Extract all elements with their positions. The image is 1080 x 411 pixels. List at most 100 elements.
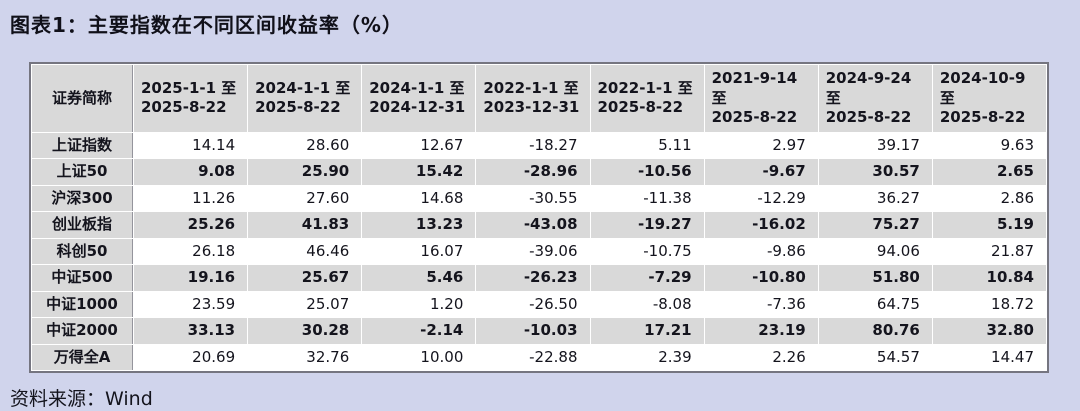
return-value: -18.27 xyxy=(476,132,590,158)
return-value: -7.29 xyxy=(590,265,704,291)
return-value: 23.19 xyxy=(704,318,818,344)
return-value: 20.69 xyxy=(134,344,248,370)
return-value: 94.06 xyxy=(818,238,932,264)
return-value: 9.63 xyxy=(932,132,1046,158)
return-value: 39.17 xyxy=(818,132,932,158)
table-row-zz1000: 中证1000 23.59 25.07 1.20 -26.50 -8.08 -7.… xyxy=(32,291,1046,317)
table-row-szzs: 上证指数 14.14 28.60 12.67 -18.27 5.11 2.97 … xyxy=(32,132,1046,158)
return-value: 5.11 xyxy=(590,132,704,158)
return-value: 14.14 xyxy=(134,132,248,158)
return-value: -7.36 xyxy=(704,291,818,317)
column-header-period-2: 2024-1-1 至 2025-8-22 xyxy=(248,65,362,132)
data-source-note: 资料来源：Wind xyxy=(10,388,153,410)
return-value: -22.88 xyxy=(476,344,590,370)
table-row-zz2000: 中证2000 33.13 30.28 -2.14 -10.03 17.21 23… xyxy=(32,318,1046,344)
return-value: -9.67 xyxy=(704,159,818,185)
return-value: -28.96 xyxy=(476,159,590,185)
return-value: -16.02 xyxy=(704,212,818,238)
return-value: 36.27 xyxy=(818,185,932,211)
return-value: 27.60 xyxy=(248,185,362,211)
return-value: 14.47 xyxy=(932,344,1046,370)
returns-table-container: 证券简称 2025-1-1 至 2025-8-22 2024-1-1 至 202… xyxy=(29,62,1049,373)
return-value: -10.80 xyxy=(704,265,818,291)
column-header-period-6: 2021-9-14 至 2025-8-22 xyxy=(704,65,818,132)
table-row-wdqa: 万得全A 20.69 32.76 10.00 -22.88 2.39 2.26 … xyxy=(32,344,1046,370)
return-value: -19.27 xyxy=(590,212,704,238)
return-value: 5.19 xyxy=(932,212,1046,238)
return-value: 10.00 xyxy=(362,344,476,370)
return-value: 18.72 xyxy=(932,291,1046,317)
return-value: 23.59 xyxy=(134,291,248,317)
return-value: -12.29 xyxy=(704,185,818,211)
return-value: 14.68 xyxy=(362,185,476,211)
column-header-period-3: 2024-1-1 至 2024-12-31 xyxy=(362,65,476,132)
return-value: -2.14 xyxy=(362,318,476,344)
return-value: 25.67 xyxy=(248,265,362,291)
header-row: 证券简称 2025-1-1 至 2025-8-22 2024-1-1 至 202… xyxy=(32,65,1046,132)
return-value: -10.56 xyxy=(590,159,704,185)
return-value: 32.80 xyxy=(932,318,1046,344)
return-value: -26.23 xyxy=(476,265,590,291)
return-value: -30.55 xyxy=(476,185,590,211)
row-label: 万得全A xyxy=(32,344,133,370)
return-value: 75.27 xyxy=(818,212,932,238)
return-value: 11.26 xyxy=(134,185,248,211)
return-value: -39.06 xyxy=(476,238,590,264)
return-value: 46.46 xyxy=(248,238,362,264)
return-value: 2.86 xyxy=(932,185,1046,211)
return-value: -11.38 xyxy=(590,185,704,211)
column-header-period-8: 2024-10-9 至 2025-8-22 xyxy=(932,65,1046,132)
return-value: 25.07 xyxy=(248,291,362,317)
return-value: 25.26 xyxy=(134,212,248,238)
table-row-kc50: 科创50 26.18 46.46 16.07 -39.06 -10.75 -9.… xyxy=(32,238,1046,264)
column-header-period-5: 2022-1-1 至 2025-8-22 xyxy=(590,65,704,132)
return-value: 2.65 xyxy=(932,159,1046,185)
return-value: 13.23 xyxy=(362,212,476,238)
table-row-cybz: 创业板指 25.26 41.83 13.23 -43.08 -19.27 -16… xyxy=(32,212,1046,238)
return-value: -9.86 xyxy=(704,238,818,264)
row-label: 中证1000 xyxy=(32,291,133,317)
figure-title: 图表1：主要指数在不同区间收益率（%） xyxy=(10,13,403,37)
return-value: -43.08 xyxy=(476,212,590,238)
return-value: 2.39 xyxy=(590,344,704,370)
return-value: 19.16 xyxy=(134,265,248,291)
return-value: 26.18 xyxy=(134,238,248,264)
return-value: 16.07 xyxy=(362,238,476,264)
table-row-sz50: 上证50 9.08 25.90 15.42 -28.96 -10.56 -9.6… xyxy=(32,159,1046,185)
return-value: 12.67 xyxy=(362,132,476,158)
column-header-period-4: 2022-1-1 至 2023-12-31 xyxy=(476,65,590,132)
return-value: 32.76 xyxy=(248,344,362,370)
return-value: 17.21 xyxy=(590,318,704,344)
return-value: 64.75 xyxy=(818,291,932,317)
return-value: -10.03 xyxy=(476,318,590,344)
return-value: 21.87 xyxy=(932,238,1046,264)
return-value: 41.83 xyxy=(248,212,362,238)
column-header-security-name: 证券简称 xyxy=(32,65,133,132)
row-label: 中证500 xyxy=(32,265,133,291)
return-value: -8.08 xyxy=(590,291,704,317)
return-value: 25.90 xyxy=(248,159,362,185)
index-returns-table: 证券简称 2025-1-1 至 2025-8-22 2024-1-1 至 202… xyxy=(29,62,1049,373)
return-value: 1.20 xyxy=(362,291,476,317)
return-value: 9.08 xyxy=(134,159,248,185)
column-header-period-7: 2024-9-24 至 2025-8-22 xyxy=(818,65,932,132)
return-value: 15.42 xyxy=(362,159,476,185)
row-label: 沪深300 xyxy=(32,185,133,211)
return-value: -10.75 xyxy=(590,238,704,264)
row-label: 上证50 xyxy=(32,159,133,185)
return-value: 10.84 xyxy=(932,265,1046,291)
return-value: 28.60 xyxy=(248,132,362,158)
row-label: 上证指数 xyxy=(32,132,133,158)
column-header-period-1: 2025-1-1 至 2025-8-22 xyxy=(134,65,248,132)
return-value: 80.76 xyxy=(818,318,932,344)
return-value: 5.46 xyxy=(362,265,476,291)
row-label: 科创50 xyxy=(32,238,133,264)
row-label: 创业板指 xyxy=(32,212,133,238)
return-value: 2.97 xyxy=(704,132,818,158)
return-value: 30.57 xyxy=(818,159,932,185)
table-row-hs300: 沪深300 11.26 27.60 14.68 -30.55 -11.38 -1… xyxy=(32,185,1046,211)
return-value: 51.80 xyxy=(818,265,932,291)
row-label: 中证2000 xyxy=(32,318,133,344)
return-value: 33.13 xyxy=(134,318,248,344)
